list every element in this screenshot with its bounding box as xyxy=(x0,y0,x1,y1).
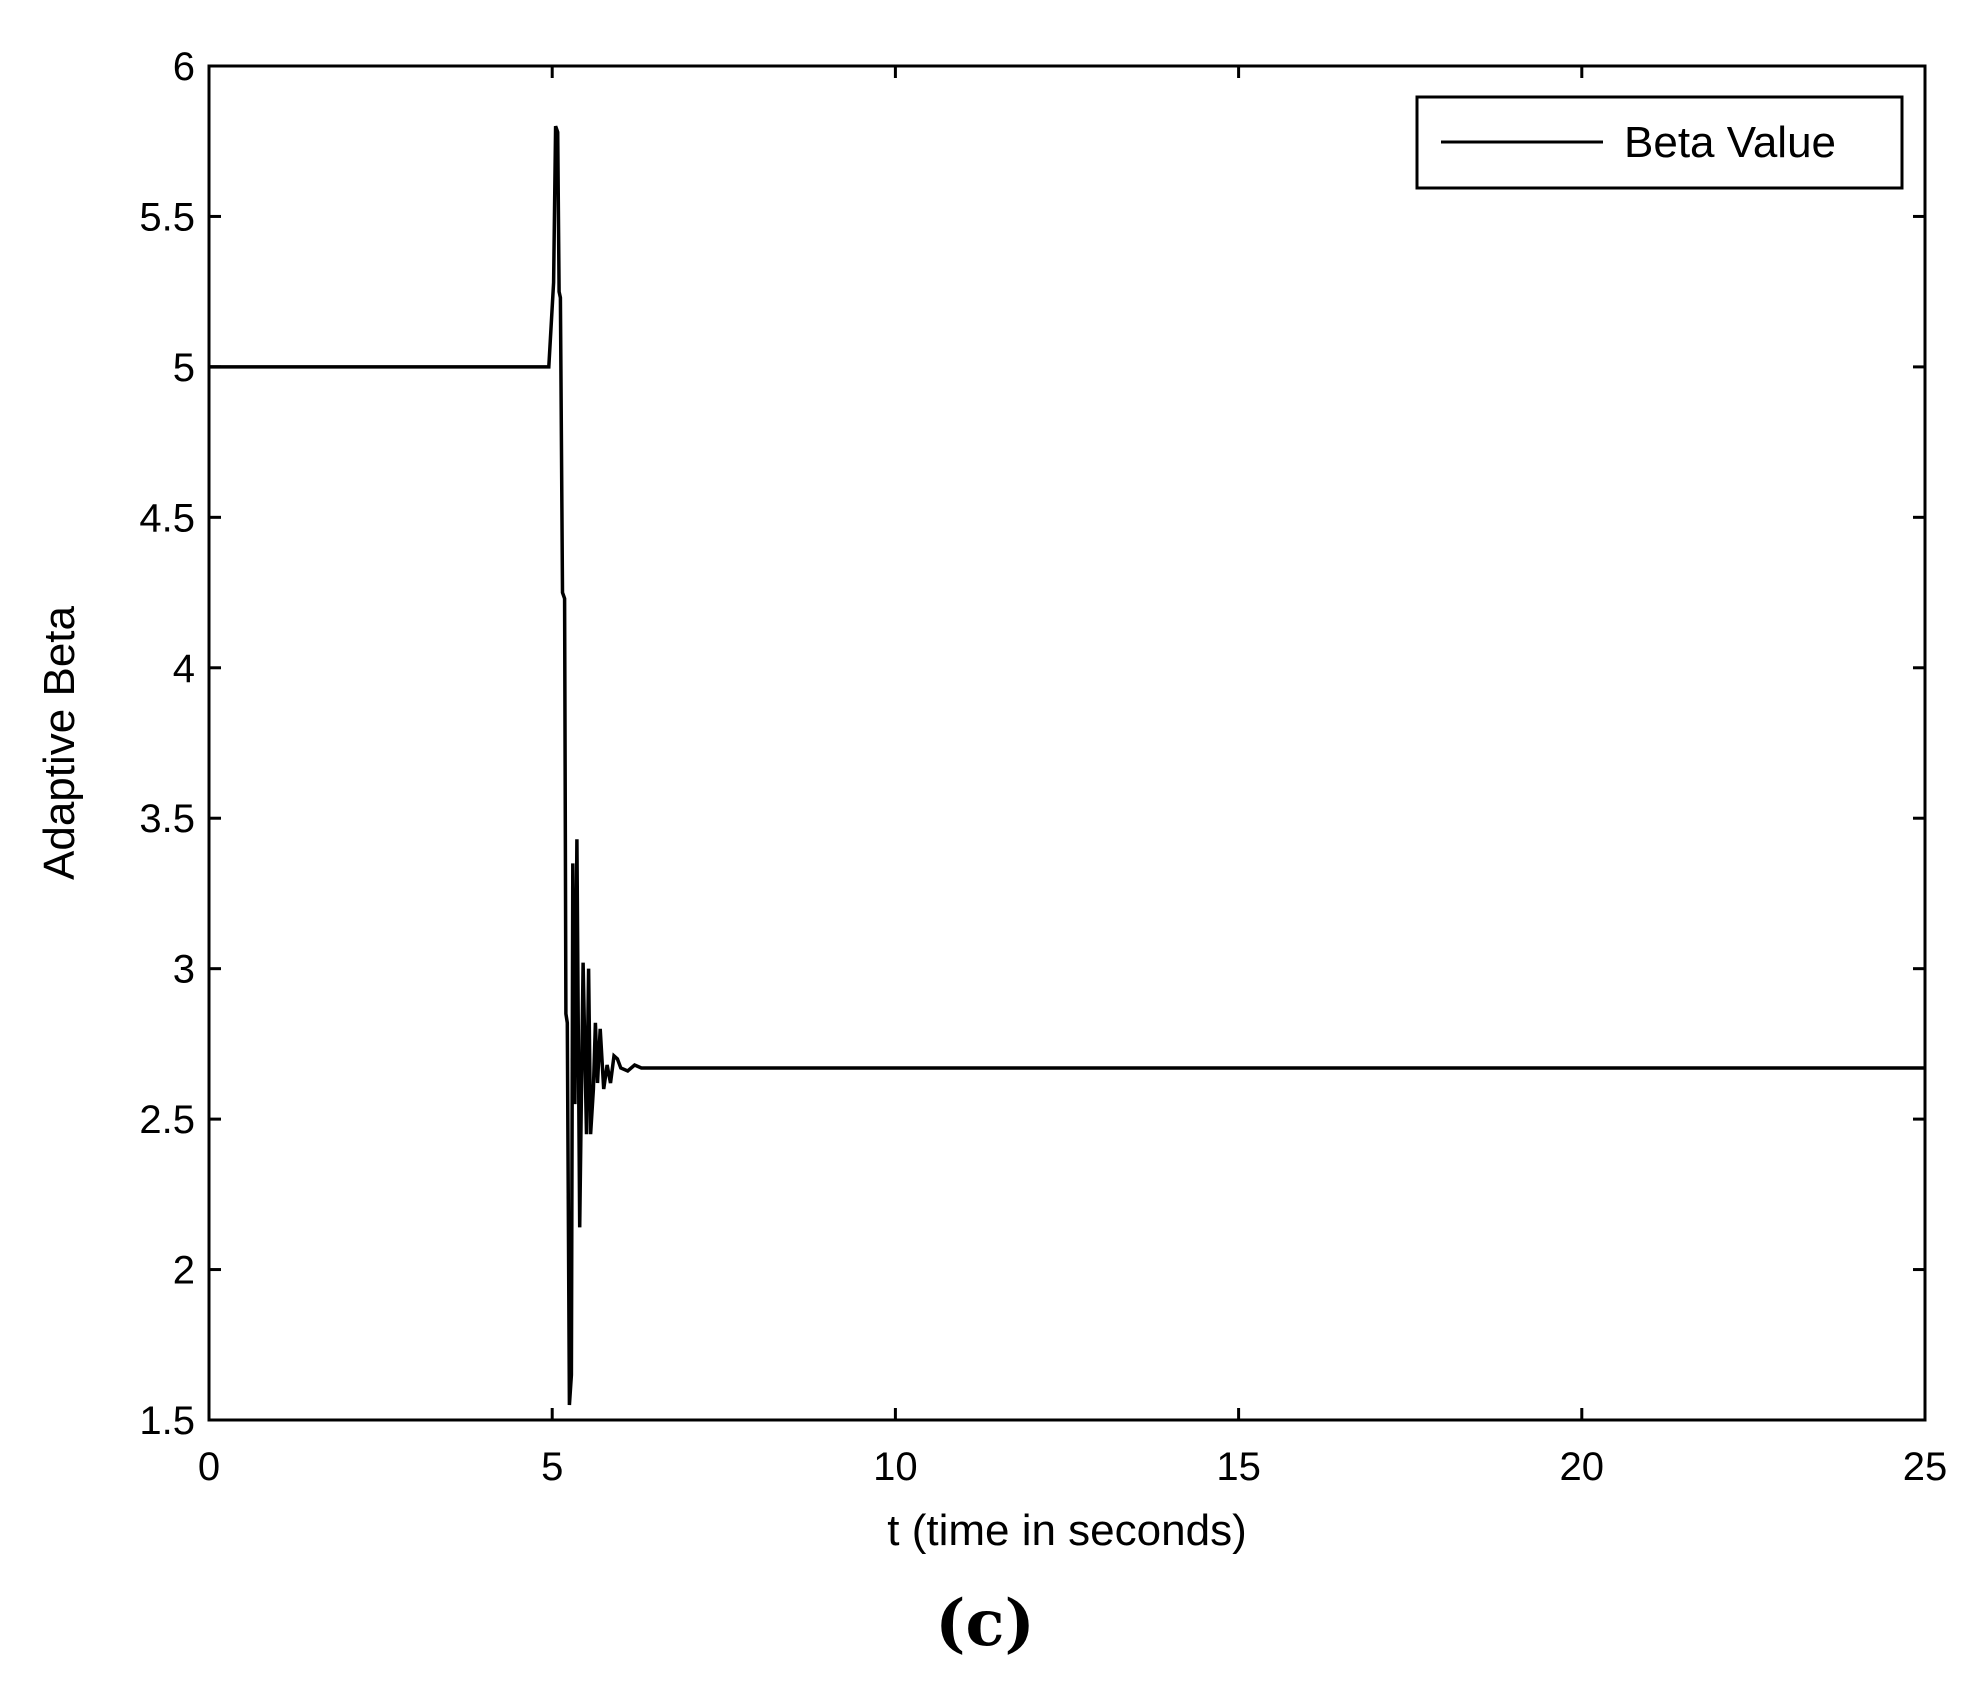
y-tick-label: 3.5 xyxy=(139,797,195,841)
y-tick-label: 4.5 xyxy=(139,496,195,540)
y-tick-label: 3 xyxy=(173,948,195,992)
x-tick-label: 10 xyxy=(873,1445,918,1489)
y-tick-label: 4 xyxy=(173,647,195,691)
plot-area-frame xyxy=(207,64,1927,1422)
x-tick-label: 0 xyxy=(198,1445,220,1489)
tick-marks xyxy=(207,64,1927,1422)
x-tick-label: 15 xyxy=(1216,1445,1261,1489)
y-tick-label: 6 xyxy=(173,45,195,89)
panel-label: (c) xyxy=(935,1586,1035,1661)
y-tick-label: 5 xyxy=(173,346,195,390)
y-tick-label: 2 xyxy=(173,1249,195,1293)
y-tick-label: 2.5 xyxy=(139,1098,195,1142)
series-layer xyxy=(209,125,1925,1406)
x-tick-label: 25 xyxy=(1903,1445,1948,1489)
x-tick-label: 5 xyxy=(541,1445,563,1489)
y-tick-labels: 1.5 2 2.5 3 3.5 4 4.5 5 5.5 6 xyxy=(139,45,195,1443)
x-tick-label: 20 xyxy=(1560,1445,1605,1489)
x-tick-labels: 0 5 10 15 20 25 xyxy=(198,1445,1947,1489)
x-axis-label: t (time in seconds) xyxy=(887,1506,1246,1555)
y-axis-label: Adaptive Beta xyxy=(35,605,84,879)
legend: Beta Value xyxy=(1415,95,1904,190)
series-line-beta-value xyxy=(209,125,1925,1406)
y-tick-label: 5.5 xyxy=(139,195,195,239)
legend-label-beta-value: Beta Value xyxy=(1624,118,1836,167)
y-tick-label: 1.5 xyxy=(139,1399,195,1443)
